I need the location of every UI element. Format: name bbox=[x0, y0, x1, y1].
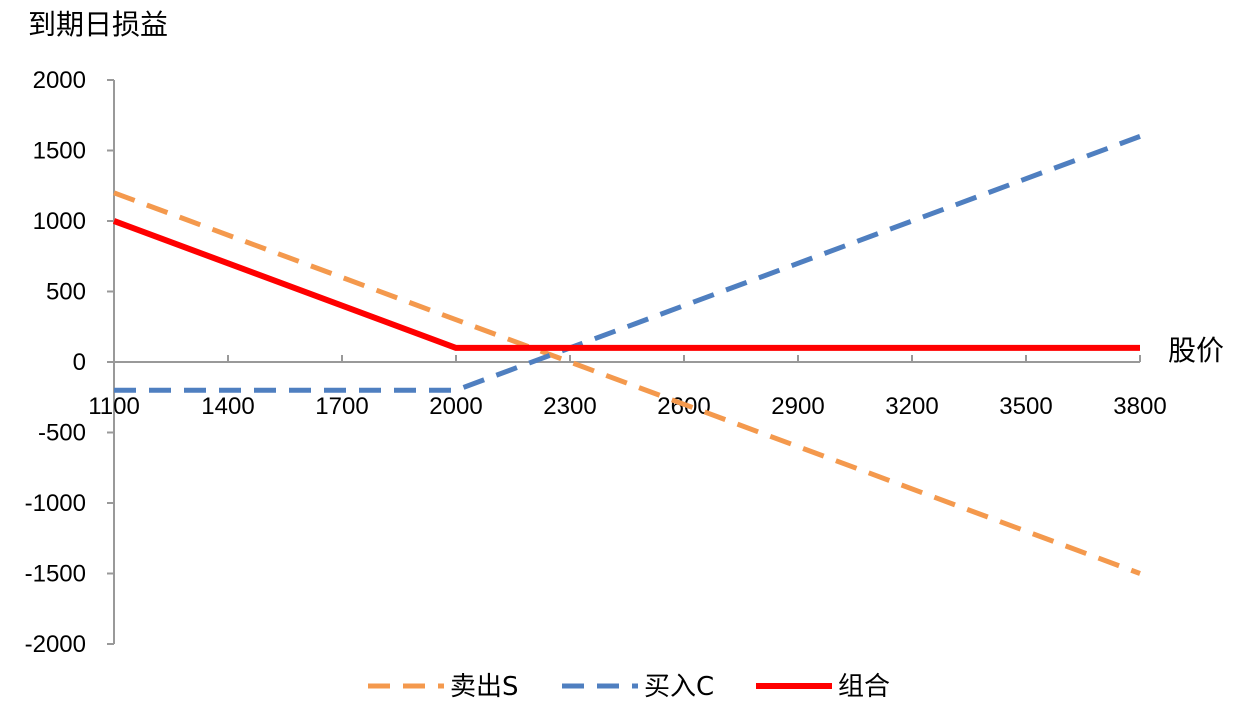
legend: 卖出S 买入C 组合 bbox=[368, 672, 890, 702]
x-tick-label: 2300 bbox=[543, 393, 596, 420]
x-tick-label: 1100 bbox=[88, 393, 140, 420]
x-tick-label: 2000 bbox=[429, 393, 482, 420]
series-layer bbox=[112, 134, 1141, 576]
x-tick-label: 3200 bbox=[885, 393, 938, 420]
y-tick-label: -1500 bbox=[25, 561, 86, 588]
x-axis-title: 股价 bbox=[1168, 334, 1224, 367]
y-tick-label: -2000 bbox=[25, 631, 86, 658]
y-tick-label: -1000 bbox=[25, 490, 86, 517]
y-ticks: 2000 1500 1000 500 0 -500 -1000 -1500 -2000 bbox=[25, 67, 114, 658]
legend-label-1: 买入C bbox=[644, 672, 714, 702]
y-tick-label: 1000 bbox=[33, 208, 86, 235]
x-tick-label: 2900 bbox=[771, 393, 824, 420]
x-tick-label: 3800 bbox=[1113, 393, 1166, 420]
y-tick-label: -500 bbox=[38, 420, 86, 447]
x-tick-label: 1700 bbox=[315, 393, 368, 420]
axes: 2000 1500 1000 500 0 -500 -1000 -1500 -2000 1100… bbox=[25, 67, 1167, 658]
legend-label-2: 组合 bbox=[838, 672, 890, 702]
x-ticks: 1100 1400 1700 2000 2300 2600 2900 3200 3500 3800 bbox=[88, 355, 1167, 420]
y-axis-title: 到期日损益 bbox=[28, 8, 168, 41]
y-tick-label: 500 bbox=[46, 279, 86, 306]
legend-label-0: 卖出S bbox=[450, 672, 519, 702]
y-tick-label: 2000 bbox=[33, 67, 86, 94]
x-tick-label: 3500 bbox=[999, 393, 1052, 420]
series-line-2 bbox=[112, 218, 1140, 351]
series-line-1 bbox=[114, 134, 1141, 393]
series-line-0 bbox=[113, 190, 1141, 576]
x-tick-label: 1400 bbox=[201, 393, 254, 420]
y-tick-label: 1500 bbox=[33, 138, 86, 165]
y-tick-label: 0 bbox=[73, 349, 86, 376]
